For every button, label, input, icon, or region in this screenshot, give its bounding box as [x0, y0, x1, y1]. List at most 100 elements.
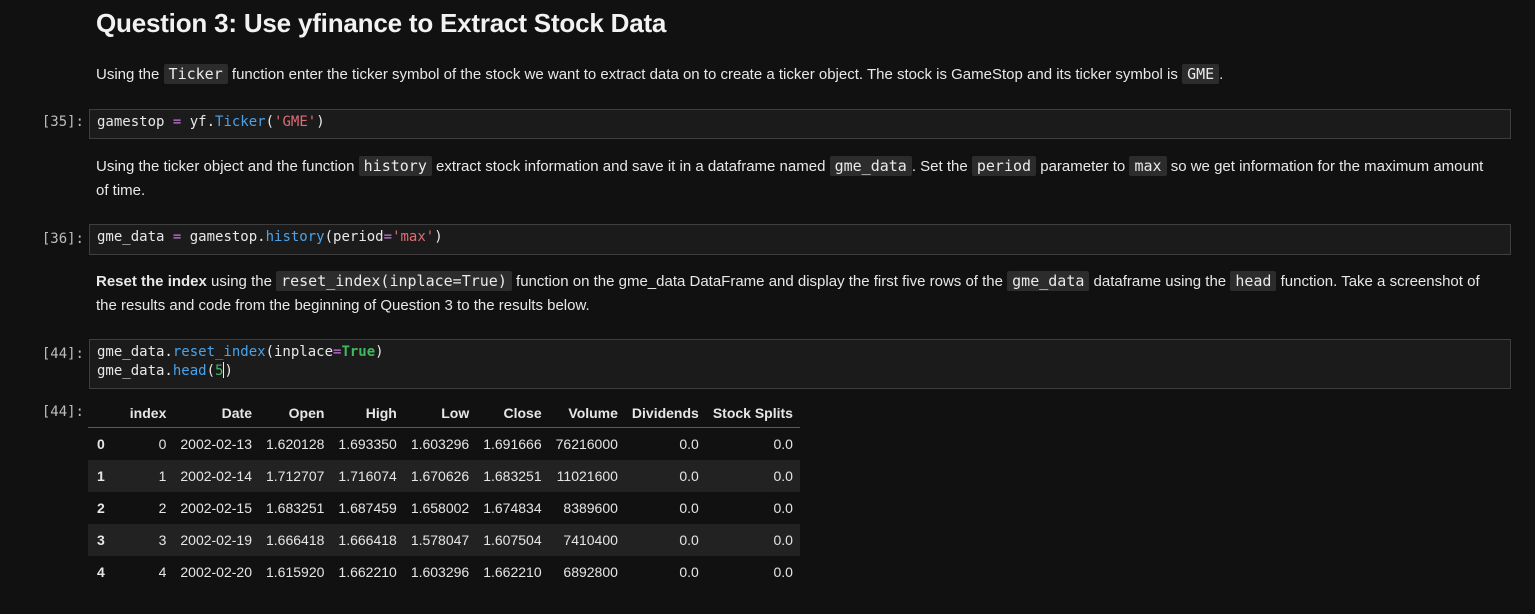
inline-code: head: [1230, 271, 1277, 291]
table-cell: 1.683251: [483, 468, 542, 484]
code-function: head: [172, 363, 207, 379]
table-row: 2 2 2002-02-15 1.683251 1.687459 1.65800…: [88, 492, 800, 524]
code-line: gme_data.head(5): [97, 362, 1503, 381]
section-heading: Question 3: Use yfinance to Extract Stoc…: [96, 8, 667, 38]
row-index: 3: [97, 532, 105, 548]
inline-code: GME: [1182, 64, 1220, 84]
table-cell: 1.615920: [266, 564, 325, 580]
table-cell: 1.674834: [483, 500, 542, 516]
code-number: 5: [215, 363, 224, 379]
code-line: gme_data.reset_index(inplace=True): [97, 343, 1503, 362]
code-string: 'GME': [274, 114, 317, 130]
column-header: Low: [403, 398, 477, 428]
code-function: reset_index: [172, 344, 266, 360]
text: Using the ticker object and the function: [96, 158, 359, 175]
table-cell: 1.662210: [483, 564, 542, 580]
column-header: [88, 398, 123, 428]
markdown-cell-para1: Using the Ticker function enter the tick…: [96, 62, 1495, 87]
code-operator: =: [172, 114, 182, 130]
code-operator: =: [383, 229, 393, 245]
table-cell: 8389600: [563, 500, 618, 516]
markdown-cell-para2: Using the ticker object and the function…: [96, 154, 1495, 203]
cell-prompt: [36]:: [41, 231, 84, 247]
table-header-row: index Date Open High Low Close Volume Di…: [88, 398, 800, 428]
code-token: yf.: [181, 114, 216, 130]
code-string: 'max': [392, 229, 435, 245]
table-row: 1 1 2002-02-14 1.712707 1.716074 1.67062…: [88, 460, 800, 492]
column-header: index: [122, 398, 174, 428]
table-cell: 0.0: [679, 532, 699, 548]
table-cell: 1.712707: [266, 468, 325, 484]
table-cell: 1.716074: [338, 468, 397, 484]
code-token: gme_data: [97, 229, 173, 245]
table-cell: 1.666418: [338, 532, 397, 548]
text: function enter the ticker symbol of the …: [227, 66, 1183, 83]
text: extract stock information and save it in…: [431, 158, 830, 175]
code-token: gamestop: [97, 114, 173, 130]
text-cursor: [223, 362, 225, 378]
paragraph: Using the Ticker function enter the tick…: [96, 62, 1495, 87]
column-header: Dividends: [624, 398, 706, 428]
output-prompt: [44]:: [41, 404, 84, 420]
inline-code: gme_data: [1007, 271, 1090, 291]
code-operator: =: [333, 344, 342, 360]
table-cell: 1.578047: [410, 532, 470, 548]
text: function on the gme_data DataFrame and d…: [511, 273, 1008, 290]
table-cell: 11021600: [556, 468, 618, 484]
table-cell: 0.0: [773, 500, 793, 516]
table-cell: 2002-02-13: [180, 436, 252, 452]
code-token: gamestop.: [181, 229, 266, 245]
markdown-cell-heading: Question 3: Use yfinance to Extract Stoc…: [96, 8, 1495, 39]
table-cell: 0.0: [773, 564, 793, 580]
code-token: ): [316, 114, 325, 130]
text: function. Take a screenshot of the resul…: [96, 273, 1480, 314]
code-cell-36[interactable]: gme_data = gamestop.history(period='max'…: [89, 224, 1511, 255]
inline-code: Ticker: [163, 64, 228, 84]
code-token: gme_data.: [97, 363, 173, 379]
table-row: 0 0 2002-02-13 1.620128 1.693350 1.60329…: [88, 428, 800, 461]
column-header: Open: [259, 398, 332, 428]
row-index: 2: [97, 500, 105, 516]
code-keyword: True: [341, 344, 376, 360]
table-cell: 1.691666: [483, 436, 542, 452]
column-header: Volume: [548, 398, 625, 428]
code-token: gme_data.: [97, 344, 173, 360]
code-operator: =: [172, 229, 182, 245]
bold-text: Reset the index: [96, 273, 207, 290]
row-index: 1: [97, 468, 105, 484]
table-cell: 0.0: [679, 500, 699, 516]
table-cell: 1.607504: [483, 532, 542, 548]
text: dataframe using the: [1089, 273, 1231, 290]
text: . Set the: [911, 158, 972, 175]
table-cell: 1.603296: [410, 564, 470, 580]
paragraph: Reset the index using the reset_index(in…: [96, 269, 1495, 318]
table-cell: 0.0: [679, 436, 699, 452]
table-row: 3 3 2002-02-19 1.666418 1.666418 1.57804…: [88, 524, 800, 556]
row-index: 0: [97, 436, 105, 452]
column-header: Stock Splits: [705, 398, 800, 428]
code-function: Ticker: [215, 114, 266, 130]
table-cell: 0.0: [679, 564, 699, 580]
table-cell: 0: [158, 436, 167, 452]
code-function: history: [265, 229, 325, 245]
cell-prompt: [35]:: [41, 114, 84, 130]
inline-code: max: [1129, 156, 1167, 176]
table-cell: 6892800: [563, 564, 618, 580]
table-cell: 1.683251: [266, 500, 325, 516]
table-cell: 2002-02-15: [180, 500, 252, 516]
table-cell: 1.687459: [338, 500, 397, 516]
table-cell: 1.658002: [410, 500, 470, 516]
column-header: Close: [476, 398, 549, 428]
table-cell: 1.666418: [266, 532, 325, 548]
code-token: ): [375, 344, 384, 360]
code-cell-44[interactable]: gme_data.reset_index(inplace=True) gme_da…: [89, 339, 1511, 389]
paragraph: Using the ticker object and the function…: [96, 154, 1495, 203]
code-cell-35[interactable]: gamestop = yf.Ticker('GME'): [89, 109, 1511, 139]
table-cell: 1.603296: [410, 436, 470, 452]
dataframe-output: index Date Open High Low Close Volume Di…: [88, 398, 800, 588]
code-token: ): [434, 229, 443, 245]
text: so we get information for the maximum am…: [96, 158, 1484, 199]
table-cell: 1.662210: [338, 564, 397, 580]
table-cell: 76216000: [555, 436, 618, 452]
